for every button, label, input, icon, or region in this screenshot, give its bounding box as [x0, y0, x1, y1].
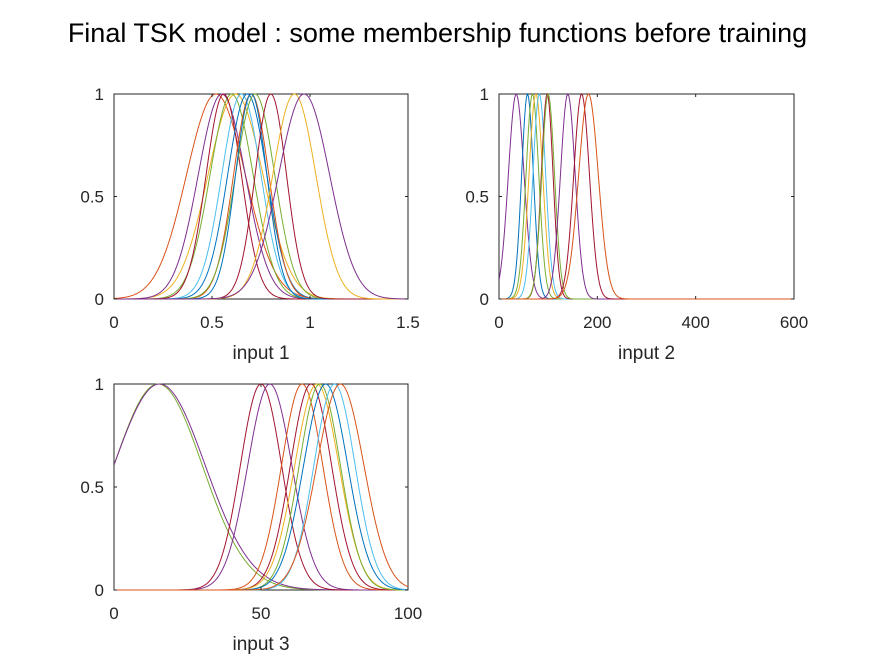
- y-tick-label: 0: [480, 290, 489, 309]
- x-tick-label: 200: [583, 313, 611, 332]
- x-tick-label: 0.5: [200, 313, 224, 332]
- y-tick-label: 0.5: [465, 188, 489, 207]
- y-tick-label: 0: [95, 581, 104, 600]
- membership-curve-10: [499, 93, 794, 300]
- x-tick-label: 0: [109, 604, 118, 623]
- x-tick-label: 50: [252, 604, 271, 623]
- figure-title: Final TSK model : some membership functi…: [67, 18, 808, 48]
- y-tick-label: 0.5: [80, 478, 104, 497]
- axes-box: [113, 383, 409, 591]
- x-axis-label: input 3: [232, 634, 289, 655]
- y-tick-label: 0: [95, 290, 104, 309]
- x-axis-label: input 1: [232, 343, 289, 364]
- x-tick-label: 100: [394, 604, 422, 623]
- y-tick-label: 1: [95, 85, 104, 104]
- membership-curve-13: [114, 93, 408, 300]
- x-tick-label: 1.5: [396, 313, 420, 332]
- y-tick-label: 1: [480, 85, 489, 104]
- x-tick-label: 600: [780, 313, 808, 332]
- series-group: [499, 93, 794, 300]
- x-tick-label: 0: [494, 313, 503, 332]
- x-tick-label: 400: [681, 313, 709, 332]
- y-tick-label: 0.5: [80, 188, 104, 207]
- y-tick-label: 1: [95, 375, 104, 394]
- axes-box: [498, 93, 795, 300]
- x-tick-label: 1: [305, 313, 314, 332]
- series-group: [114, 93, 408, 300]
- x-axis-label: input 2: [618, 343, 675, 364]
- x-tick-label: 0: [109, 313, 118, 332]
